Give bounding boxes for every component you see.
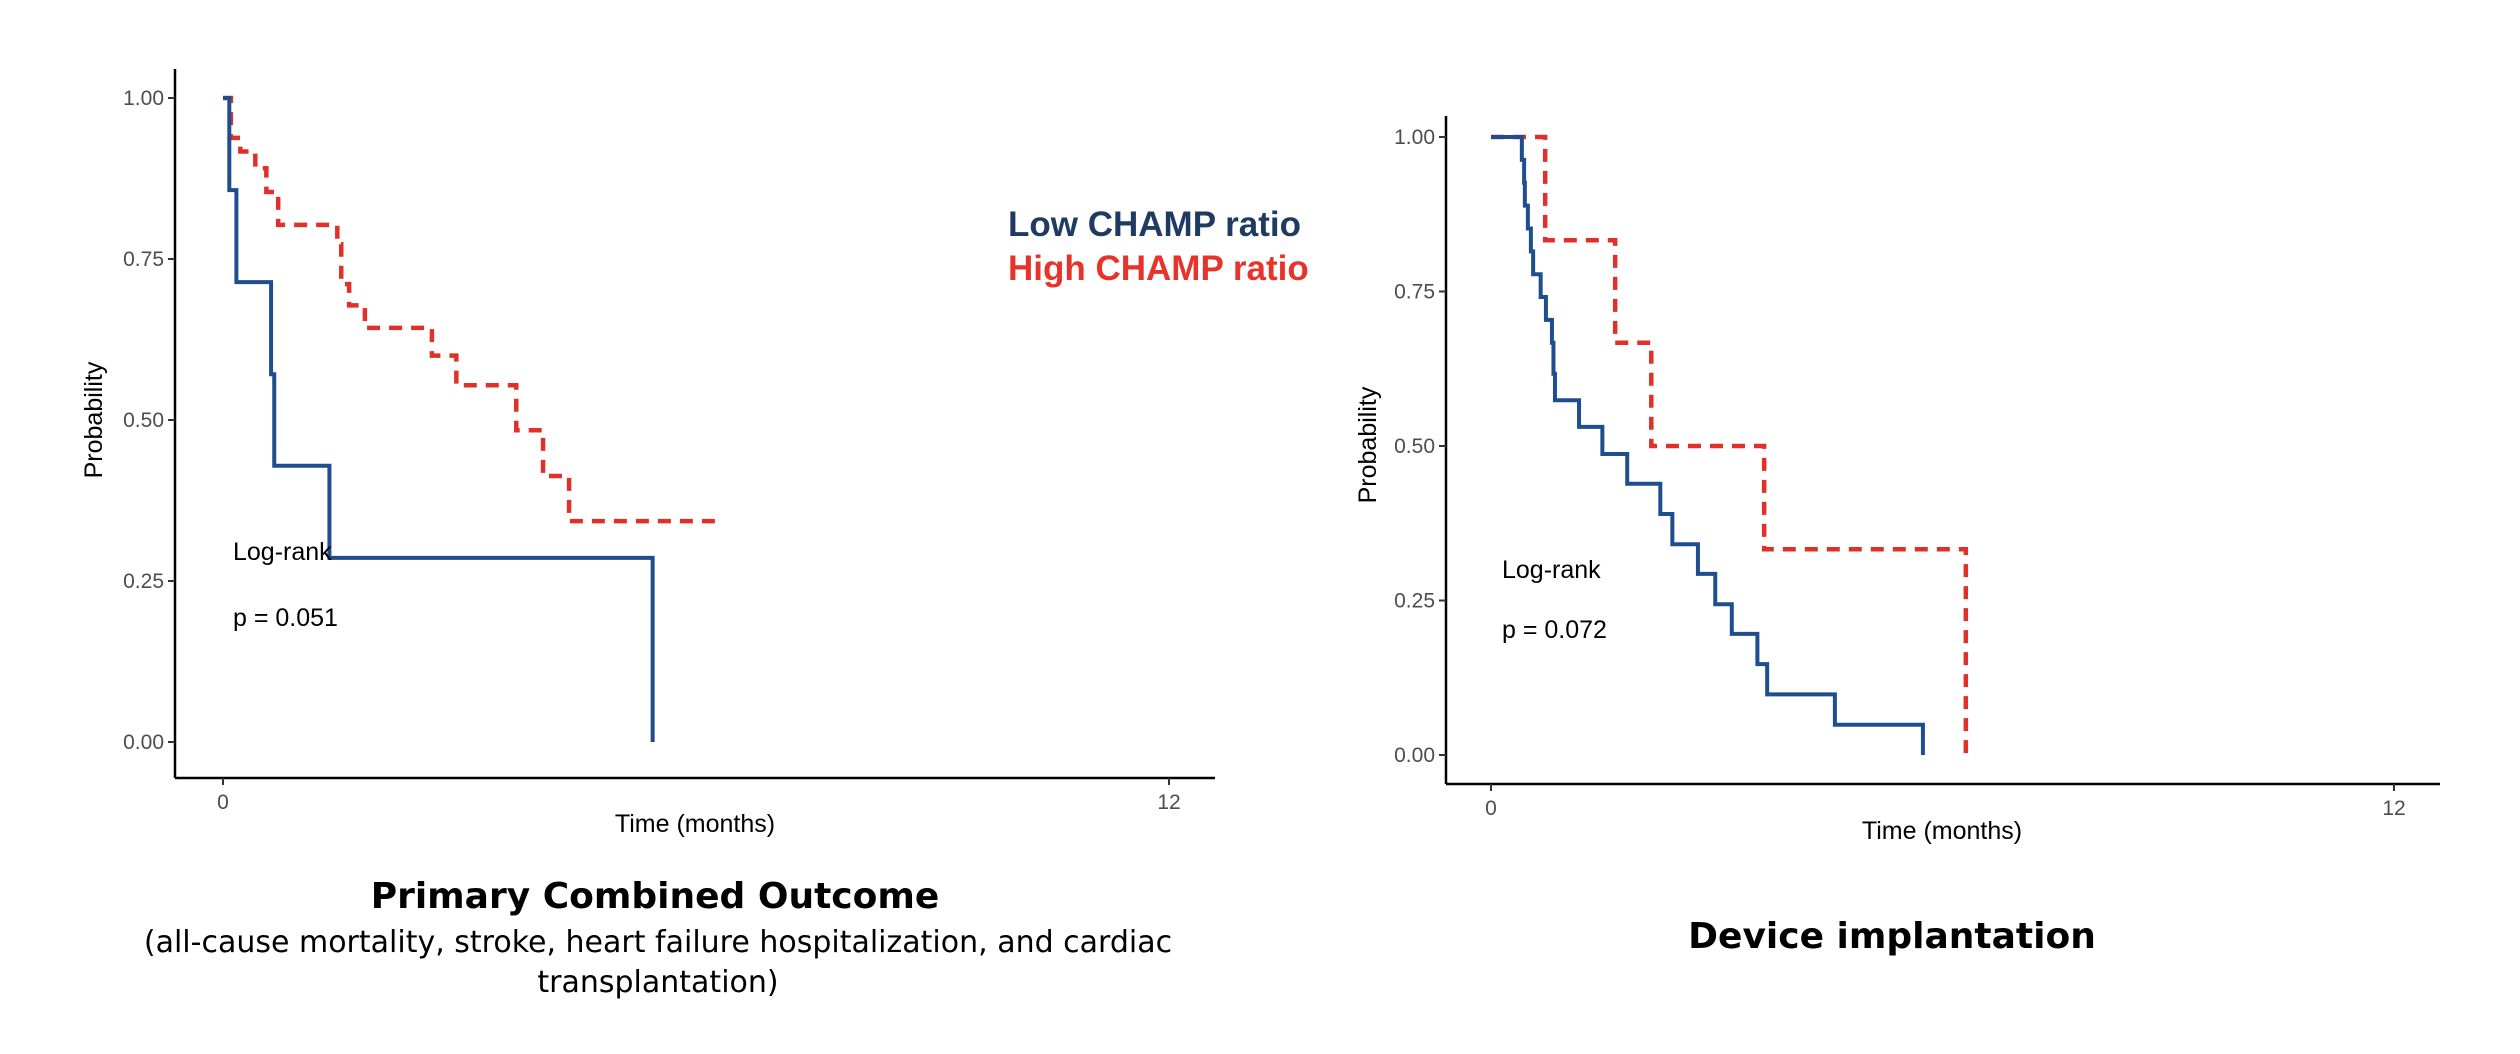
y-axis-title: Probability — [1354, 386, 1382, 503]
y-tick-label: 0.50 — [123, 409, 164, 432]
km-curve-high-champ — [223, 95, 718, 524]
x-axis-title: Time (months) — [615, 810, 775, 838]
x-tick-label: 0 — [217, 791, 229, 814]
km-curve-high-champ — [1491, 134, 1969, 755]
panel-subtitle-line-2: transplantation) — [537, 965, 778, 1000]
panel-primary-outcome: 0.00 0.25 0.50 0.75 1.00 0 12 Probability Tim… — [80, 69, 1215, 1000]
y-tick-label: 0.75 — [1394, 281, 1435, 304]
p-value-label: p = 0.072 — [1502, 616, 1607, 644]
y-tick-label: 0.50 — [1394, 435, 1435, 458]
x-tick-label: 0 — [1485, 797, 1497, 820]
legend-item-low-champ: Low CHAMP ratio — [1008, 205, 1301, 244]
legend-item-high-champ: High CHAMP ratio — [1008, 249, 1309, 288]
panel-device-implantation: 0.00 0.25 0.50 0.75 1.00 0 12 Probability Tim… — [1354, 116, 2440, 957]
y-axis-title: Probability — [80, 361, 108, 478]
panel-title: Device implantation — [1688, 916, 2096, 957]
x-tick-label: 12 — [2382, 797, 2405, 820]
y-tick-label: 0.00 — [123, 731, 164, 754]
logrank-label: Log-rank — [1502, 556, 1601, 584]
y-tick-label: 0.75 — [123, 248, 164, 271]
x-tick-label: 12 — [1157, 791, 1180, 814]
y-tick-label: 1.00 — [1394, 126, 1435, 149]
panel-title: Primary Combined Outcome — [371, 876, 940, 917]
y-tick-label: 1.00 — [123, 87, 164, 110]
logrank-label: Log-rank — [233, 538, 332, 566]
y-tick-label: 0.25 — [1394, 590, 1435, 613]
y-tick-label: 0.00 — [1394, 744, 1435, 767]
p-value-label: p = 0.051 — [233, 604, 338, 632]
y-tick-label: 0.25 — [123, 570, 164, 593]
x-axis-title: Time (months) — [1862, 817, 2022, 845]
km-curve-low-champ — [223, 96, 655, 742]
km-curve-low-champ — [1491, 135, 1925, 755]
panel-subtitle-line-1: (all-cause mortality, stroke, heart fail… — [144, 925, 1172, 960]
legend: Low CHAMP ratio High CHAMP ratio — [1008, 205, 1309, 288]
